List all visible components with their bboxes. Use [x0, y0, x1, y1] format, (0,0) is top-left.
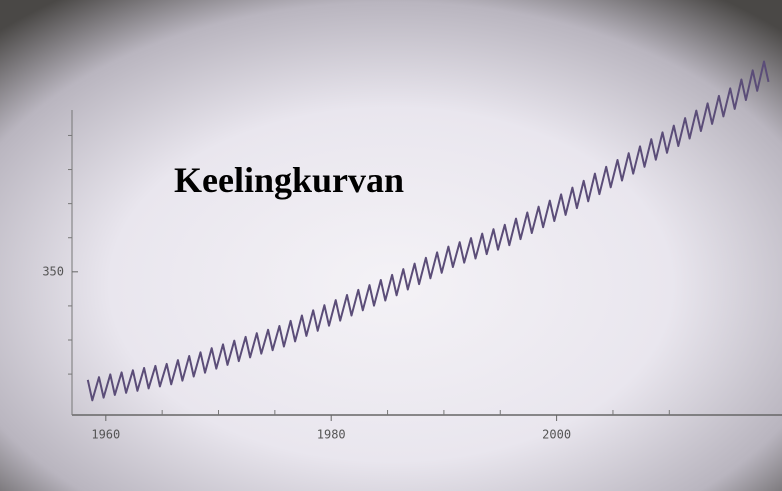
x-tick-label: 1980 — [317, 428, 346, 442]
x-tick-label: 2000 — [542, 428, 571, 442]
chart-title: Keelingkurvan — [174, 160, 404, 200]
chart: Keelingkurvan 1960 1980 2000 350 — [0, 0, 782, 491]
y-tick-label: 350 — [42, 264, 64, 278]
x-tick-label: 1960 — [91, 428, 120, 442]
photo-background — [0, 0, 782, 491]
page: Keelingkurvan 196019802000350 (() => { c… — [0, 0, 782, 491]
